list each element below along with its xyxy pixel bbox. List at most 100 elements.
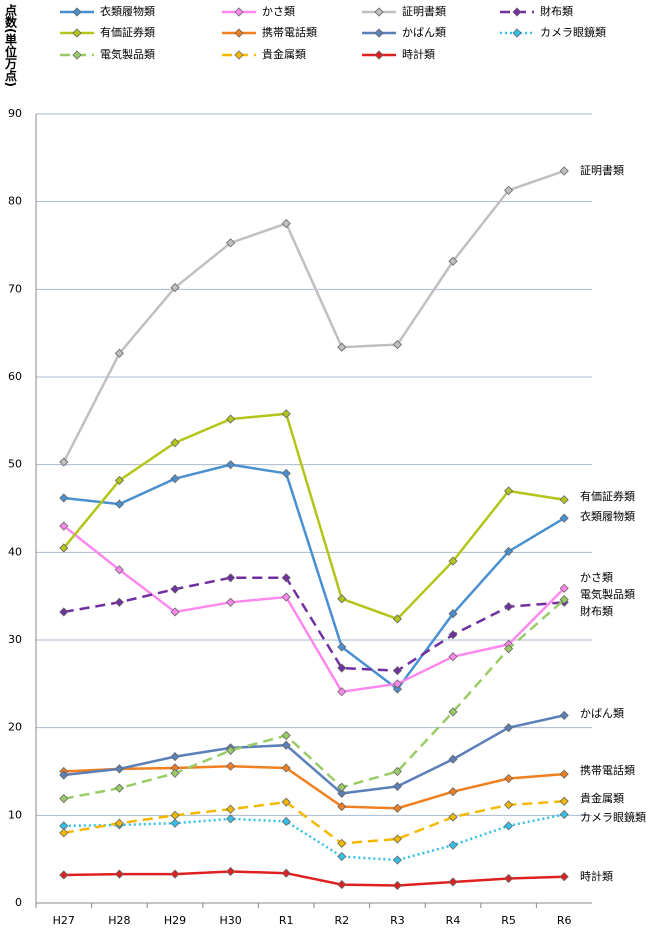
data-point — [226, 866, 236, 877]
data-point — [226, 761, 236, 771]
data-point — [114, 475, 124, 486]
x-tick-label: H27 — [53, 914, 75, 927]
x-tick-label: R5 — [501, 914, 516, 927]
data-point — [392, 339, 402, 350]
data-point — [337, 851, 347, 862]
data-point — [448, 707, 458, 717]
legend-label: 電気製品類 — [100, 47, 155, 61]
data-point — [448, 840, 458, 850]
data-point — [337, 802, 347, 812]
data-point — [114, 818, 124, 828]
data-point — [504, 800, 514, 810]
legend-marker — [72, 50, 82, 60]
series-end-label: 財布類 — [580, 604, 613, 618]
series-end-label: 証明書類 — [580, 163, 624, 177]
data-point — [448, 630, 458, 640]
data-point — [559, 513, 569, 523]
data-point — [281, 730, 291, 741]
data-point — [392, 834, 402, 844]
series-end-label: かばん類 — [580, 707, 624, 720]
data-point — [226, 573, 236, 583]
data-point — [226, 460, 236, 470]
series-line — [63, 764, 565, 810]
data-point — [114, 783, 124, 793]
data-point — [504, 773, 514, 784]
legend-label: かばん類 — [402, 26, 446, 39]
data-point — [59, 521, 69, 531]
legend-label: 証明書類 — [402, 4, 446, 18]
data-point — [504, 486, 514, 496]
data-point — [559, 583, 569, 593]
x-tick-label: R2 — [334, 914, 349, 927]
data-point — [226, 745, 236, 756]
data-point — [392, 880, 402, 891]
legend-marker — [512, 7, 522, 17]
data-point — [170, 474, 180, 484]
data-point — [114, 597, 124, 607]
data-point — [59, 828, 69, 838]
series-line — [63, 800, 565, 845]
x-tick-label: H30 — [219, 914, 241, 927]
x-tick-label: R4 — [446, 914, 461, 927]
data-point — [337, 342, 347, 352]
data-point — [337, 838, 347, 848]
data-point — [504, 873, 514, 884]
data-point — [337, 687, 347, 697]
data-point — [559, 872, 569, 882]
series-line — [63, 714, 565, 795]
series-line — [62, 169, 565, 463]
data-point — [504, 821, 514, 831]
x-tick-label: H29 — [164, 914, 186, 927]
data-point — [170, 768, 180, 778]
legend-label: 貴金属類 — [262, 47, 306, 61]
data-point — [337, 782, 347, 792]
legend-marker — [234, 50, 244, 60]
data-point — [281, 797, 291, 807]
series-line — [63, 576, 565, 672]
x-tick-label: R3 — [390, 914, 405, 927]
data-point — [59, 794, 69, 804]
data-point — [448, 812, 458, 822]
data-point — [114, 499, 124, 509]
legend-label: かさ類 — [262, 5, 295, 18]
data-point — [226, 597, 236, 607]
legend-marker — [72, 7, 82, 17]
data-point — [59, 543, 69, 553]
data-point — [226, 238, 236, 248]
data-point — [392, 781, 402, 791]
data-point — [59, 457, 69, 467]
data-point — [226, 804, 236, 814]
data-point — [559, 809, 569, 820]
data-point — [337, 663, 347, 673]
legend-marker — [374, 28, 384, 38]
data-point — [559, 595, 569, 605]
data-point — [59, 770, 69, 780]
data-point — [170, 438, 180, 448]
series-line — [63, 598, 566, 800]
data-point — [59, 493, 69, 503]
legend-label: 携帯電話類 — [262, 25, 317, 39]
data-point — [281, 468, 291, 478]
data-point — [392, 614, 402, 624]
data-point — [448, 609, 458, 619]
data-point — [170, 607, 180, 617]
x-tick-label: R1 — [279, 914, 294, 927]
data-point — [504, 602, 514, 612]
data-point — [448, 652, 458, 662]
data-point — [226, 814, 236, 824]
data-point — [559, 710, 569, 720]
data-point — [114, 764, 124, 774]
data-point — [170, 283, 180, 293]
data-point — [281, 816, 291, 827]
data-point — [170, 818, 180, 828]
legend-marker — [374, 7, 384, 17]
data-point — [448, 556, 458, 566]
data-point — [559, 166, 569, 176]
x-tick-label: H28 — [108, 914, 130, 927]
data-point — [281, 868, 291, 878]
y-tick-label: 70 — [8, 282, 22, 295]
series-line — [63, 870, 565, 887]
y-tick-label: 10 — [8, 808, 22, 821]
data-point — [448, 877, 458, 887]
data-point — [392, 855, 402, 865]
